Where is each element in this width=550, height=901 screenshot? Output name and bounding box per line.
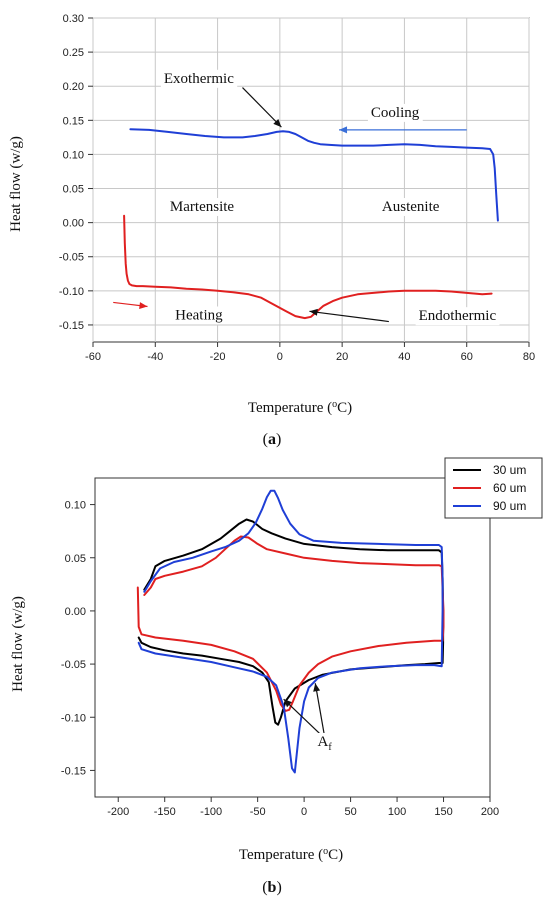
annotation-bg-0 bbox=[314, 732, 336, 754]
chart-a-panel-label: (a) bbox=[263, 431, 282, 448]
chart-b-arrows bbox=[283, 683, 326, 737]
x-tick-label-7: 80 bbox=[523, 351, 535, 363]
x-tick-label-6: 60 bbox=[461, 351, 473, 363]
x-tick-label-6: 100 bbox=[388, 806, 406, 818]
y-tick-label-5: -0.15 bbox=[61, 765, 86, 777]
y-tick-label-6: 0.00 bbox=[63, 218, 84, 230]
annotation-3: Austenite bbox=[382, 199, 440, 215]
annotation-bg-0 bbox=[160, 69, 238, 88]
chart-b-x-axis-title-unit-prefix: o bbox=[323, 846, 328, 857]
legend-label-1: 60 um bbox=[493, 481, 526, 495]
x-tick-label-7: 150 bbox=[434, 806, 452, 818]
legend-label-2: 90 um bbox=[493, 499, 526, 513]
chart-b-x-axis-title-main: Temperature bbox=[239, 847, 315, 863]
annotation-bg-4 bbox=[172, 306, 227, 325]
y-tick-label-1: 0.05 bbox=[65, 553, 86, 565]
y-tick-label-0: 0.30 bbox=[63, 13, 84, 25]
y-tick-label-9: -0.15 bbox=[59, 320, 84, 332]
x-tick-label-4: 20 bbox=[336, 351, 348, 363]
chart-a-arrows bbox=[113, 87, 467, 323]
chart-a-x-axis-title-main: Temperature bbox=[248, 400, 324, 416]
x-tick-label-8: 200 bbox=[481, 806, 499, 818]
x-tick-label-4: 0 bbox=[301, 806, 307, 818]
chart-b-y-axis-title: Heat flow (w/g) bbox=[10, 596, 26, 692]
chart-b-x-axis-title-unit-suffix: C bbox=[328, 847, 338, 863]
chart-b-x-ticks: -200 -150 -100 -50 0 50 100 150 200 bbox=[107, 797, 499, 818]
chart-b-panel-label: (b) bbox=[262, 879, 282, 896]
y-tick-label-2: 0.20 bbox=[63, 81, 84, 93]
chart-a-x-axis-title-unit-prefix: o bbox=[332, 399, 337, 410]
series-line-1 bbox=[136, 535, 445, 712]
y-tick-label-4: 0.10 bbox=[63, 149, 84, 161]
annotation-arrow-3 bbox=[309, 310, 389, 323]
chart-b-series bbox=[136, 489, 445, 774]
annotation-1: Cooling bbox=[371, 105, 420, 121]
chart-b-annotations: Af bbox=[314, 732, 336, 754]
chart-b-plot-frame bbox=[94, 477, 491, 798]
x-tick-label-2: -20 bbox=[210, 351, 226, 363]
x-tick-label-2: -100 bbox=[200, 806, 222, 818]
annotation-arrowhead-1 bbox=[313, 683, 321, 692]
annotation-arrow-0 bbox=[242, 87, 282, 128]
annotation-arrowhead-0 bbox=[273, 118, 282, 128]
y-tick-label-4: -0.10 bbox=[61, 712, 86, 724]
annotation-subscript-0: f bbox=[328, 742, 332, 753]
annotation-bg-1 bbox=[367, 103, 423, 122]
annotation-arrowhead-3 bbox=[309, 308, 318, 316]
y-tick-label-5: 0.05 bbox=[63, 184, 84, 196]
chart-b-y-ticks: 0.10 0.05 0.00 -0.05 -0.10 -0.15 bbox=[61, 500, 95, 777]
annotation-4: Heating bbox=[175, 307, 223, 323]
annotation-0: Exothermic bbox=[164, 71, 234, 87]
annotation-arrowhead-0 bbox=[283, 699, 292, 708]
annotation-bg-2 bbox=[166, 198, 238, 217]
x-tick-label-1: -150 bbox=[154, 806, 176, 818]
chart-a-annotations: Exothermic Cooling Martensite Austenite Heat… bbox=[160, 69, 500, 326]
chart-a: -60 -40 -20 0 20 40 60 80 0.300.250.200.150.100… bbox=[8, 13, 535, 448]
x-tick-label-0: -200 bbox=[107, 806, 129, 818]
chart-b-x-axis-title: Temperature (oC) bbox=[239, 846, 343, 863]
chart-a-series bbox=[123, 128, 499, 320]
chart-b-legend: 30 um 60 um 90 um bbox=[444, 457, 543, 519]
y-tick-label-8: -0.10 bbox=[59, 286, 84, 298]
annotation-bg-5 bbox=[415, 307, 500, 326]
y-tick-label-7: -0.05 bbox=[59, 252, 84, 264]
annotation-arrow-1 bbox=[314, 683, 326, 737]
annotation-5: Endothermic bbox=[419, 308, 497, 324]
series-line-1 bbox=[123, 214, 493, 320]
x-tick-label-1: -40 bbox=[147, 351, 163, 363]
chart-a-y-axis-title: Heat flow (w/g) bbox=[8, 136, 24, 232]
chart-a-x-ticks: -60 -40 -20 0 20 40 60 80 bbox=[85, 342, 535, 363]
chart-a-panel-label-letter: a bbox=[268, 431, 276, 448]
x-tick-label-0: -60 bbox=[85, 351, 101, 363]
y-tick-label-3: 0.15 bbox=[63, 115, 84, 127]
annotation-arrowhead-1 bbox=[339, 126, 348, 134]
y-tick-label-1: 0.25 bbox=[63, 47, 84, 59]
y-tick-label-0: 0.10 bbox=[65, 500, 86, 512]
y-tick-label-2: 0.00 bbox=[65, 606, 86, 618]
chart-a-y-ticks: 0.30 0.25 0.20 0.15 0.10 0.05 0.00 -0.05 -0.10 -0… bbox=[59, 13, 93, 332]
chart-a-x-axis-title-unit-suffix: C bbox=[337, 400, 347, 416]
chart-a-x-axis-title: Temperature (oC) bbox=[248, 399, 352, 416]
series-line-2 bbox=[137, 489, 444, 774]
legend-label-0: 30 um bbox=[493, 463, 526, 477]
annotation-arrow-0 bbox=[283, 698, 324, 737]
series-line-0 bbox=[129, 128, 499, 222]
x-tick-label-5: 50 bbox=[344, 806, 356, 818]
x-tick-label-3: -50 bbox=[250, 806, 266, 818]
chart-b: -200 -150 -100 -50 0 50 100 150 200 0.10 0.05 0.00… bbox=[10, 457, 543, 896]
annotation-arrowhead-2 bbox=[139, 302, 148, 310]
annotation-bg-3 bbox=[378, 198, 443, 217]
y-tick-label-3: -0.05 bbox=[61, 659, 86, 671]
chart-b-panel-label-letter: b bbox=[268, 879, 277, 896]
annotation-2: Martensite bbox=[170, 199, 234, 215]
series-line-0 bbox=[137, 518, 445, 726]
x-tick-label-5: 40 bbox=[398, 351, 410, 363]
x-tick-label-3: 0 bbox=[277, 351, 283, 363]
